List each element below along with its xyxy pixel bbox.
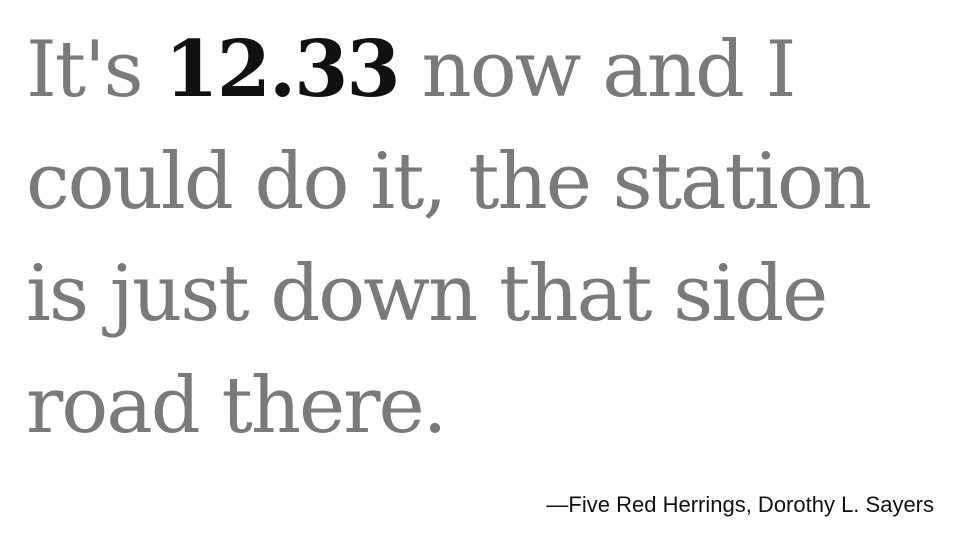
quote-before-time: It's: [26, 25, 165, 115]
quote-after-time: now and I could do it, the station is ju…: [26, 25, 872, 451]
quote-text: It's 12.33 now and I could do it, the st…: [26, 14, 926, 462]
time-highlight: 12.33: [164, 24, 400, 115]
attribution: —Five Red Herrings, Dorothy L. Sayers: [546, 492, 934, 517]
